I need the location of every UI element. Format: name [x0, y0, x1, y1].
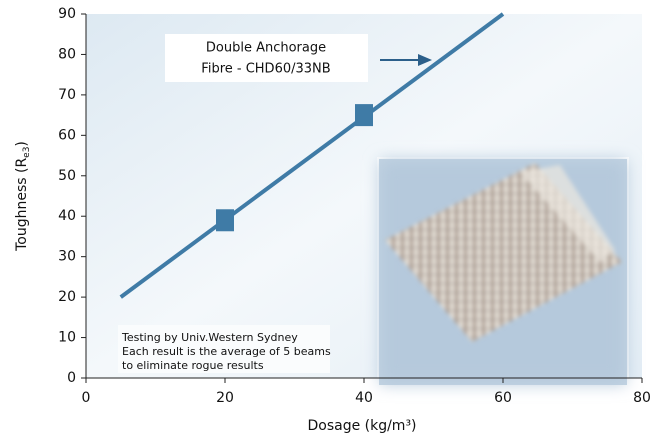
- line: [119, 12, 505, 299]
- marker: [216, 209, 234, 232]
- x-tick-label: 0: [82, 390, 91, 406]
- source-note: Testing by Univ.Western Sydney Each resu…: [118, 325, 331, 373]
- x-tick-label: 20: [216, 390, 234, 406]
- note-text: to eliminate rogue results: [122, 359, 264, 372]
- y-tick-label: 60: [58, 127, 76, 143]
- marker: [355, 104, 373, 127]
- y-label-suffix: ): [14, 141, 30, 146]
- y-tick-label: 30: [58, 249, 76, 265]
- y-tick-label: 40: [58, 208, 76, 224]
- y-tick-label: 70: [58, 87, 76, 103]
- fibre-callout: Double Anchorage Fibre - CHD60/33NB: [165, 34, 432, 82]
- y-label-text: Toughness (R: [14, 158, 30, 252]
- y-axis-label: Toughness (Re3): [14, 141, 32, 252]
- note-box: [118, 325, 330, 373]
- callout-box: [165, 34, 368, 82]
- x-tick-label: 60: [494, 390, 512, 406]
- note-text: Each result is the average of 5 beams: [122, 345, 331, 358]
- note-text: Testing by Univ.Western Sydney: [121, 331, 298, 344]
- y-tick-label: 50: [58, 168, 76, 184]
- y-label-subscript: e3: [22, 147, 32, 158]
- x-axis-label: Dosage (kg/m³): [307, 418, 416, 434]
- y-tick-label: 20: [58, 289, 76, 305]
- y-tick-label: 10: [58, 330, 76, 346]
- x-tick-label: 40: [355, 390, 373, 406]
- x-tick-label: 80: [633, 390, 651, 406]
- y-tick-label: 0: [67, 370, 76, 386]
- y-tick-label: 80: [58, 46, 76, 62]
- arrow-head: [418, 54, 432, 66]
- callout-text: Fibre - CHD60/33NB: [201, 62, 330, 77]
- fibre-photo: [377, 157, 629, 387]
- callout-text: Double Anchorage: [206, 41, 326, 56]
- y-tick-label: 90: [58, 6, 76, 22]
